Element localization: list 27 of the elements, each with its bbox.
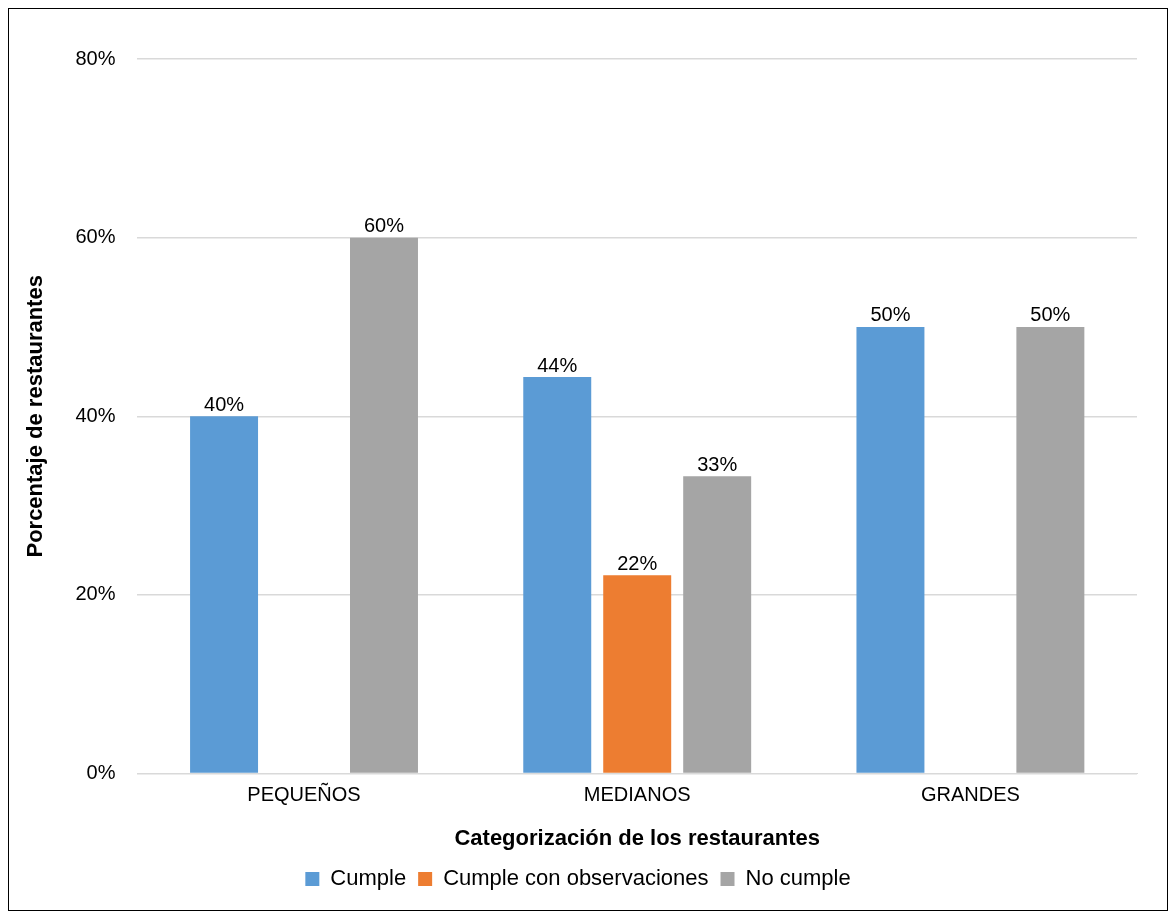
y-tick-label: 80% [75,46,116,69]
legend-label: Cumple con observaciones [443,865,709,891]
data-label: 22% [617,551,658,574]
bar [523,377,592,773]
x-tick-label: PEQUEÑOS [247,782,361,806]
bar [856,326,925,773]
x-axis-title: Categorización de los restaurantes [454,824,820,850]
y-tick-label: 60% [75,225,116,248]
y-tick-label: 0% [86,761,116,784]
data-label: 33% [697,452,738,475]
y-tick-label: 40% [75,403,116,426]
x-tick-label: MEDIANOS [583,783,691,806]
bar [350,237,418,773]
data-label: 44% [537,353,578,376]
bar [190,416,259,773]
bar [1016,326,1085,773]
y-tick-label: 20% [75,582,116,605]
y-axis-title: Porcentaje de restaurantes [22,275,48,558]
legend-label: Cumple [330,865,407,891]
bar [603,575,672,773]
data-label: 60% [363,214,405,237]
data-label: 40% [204,392,245,415]
x-tick-label: GRANDES [920,783,1020,806]
data-label: 50% [870,303,911,326]
legend-label: No cumple [745,865,851,891]
data-label: 50% [1030,303,1071,326]
bar [683,476,752,773]
